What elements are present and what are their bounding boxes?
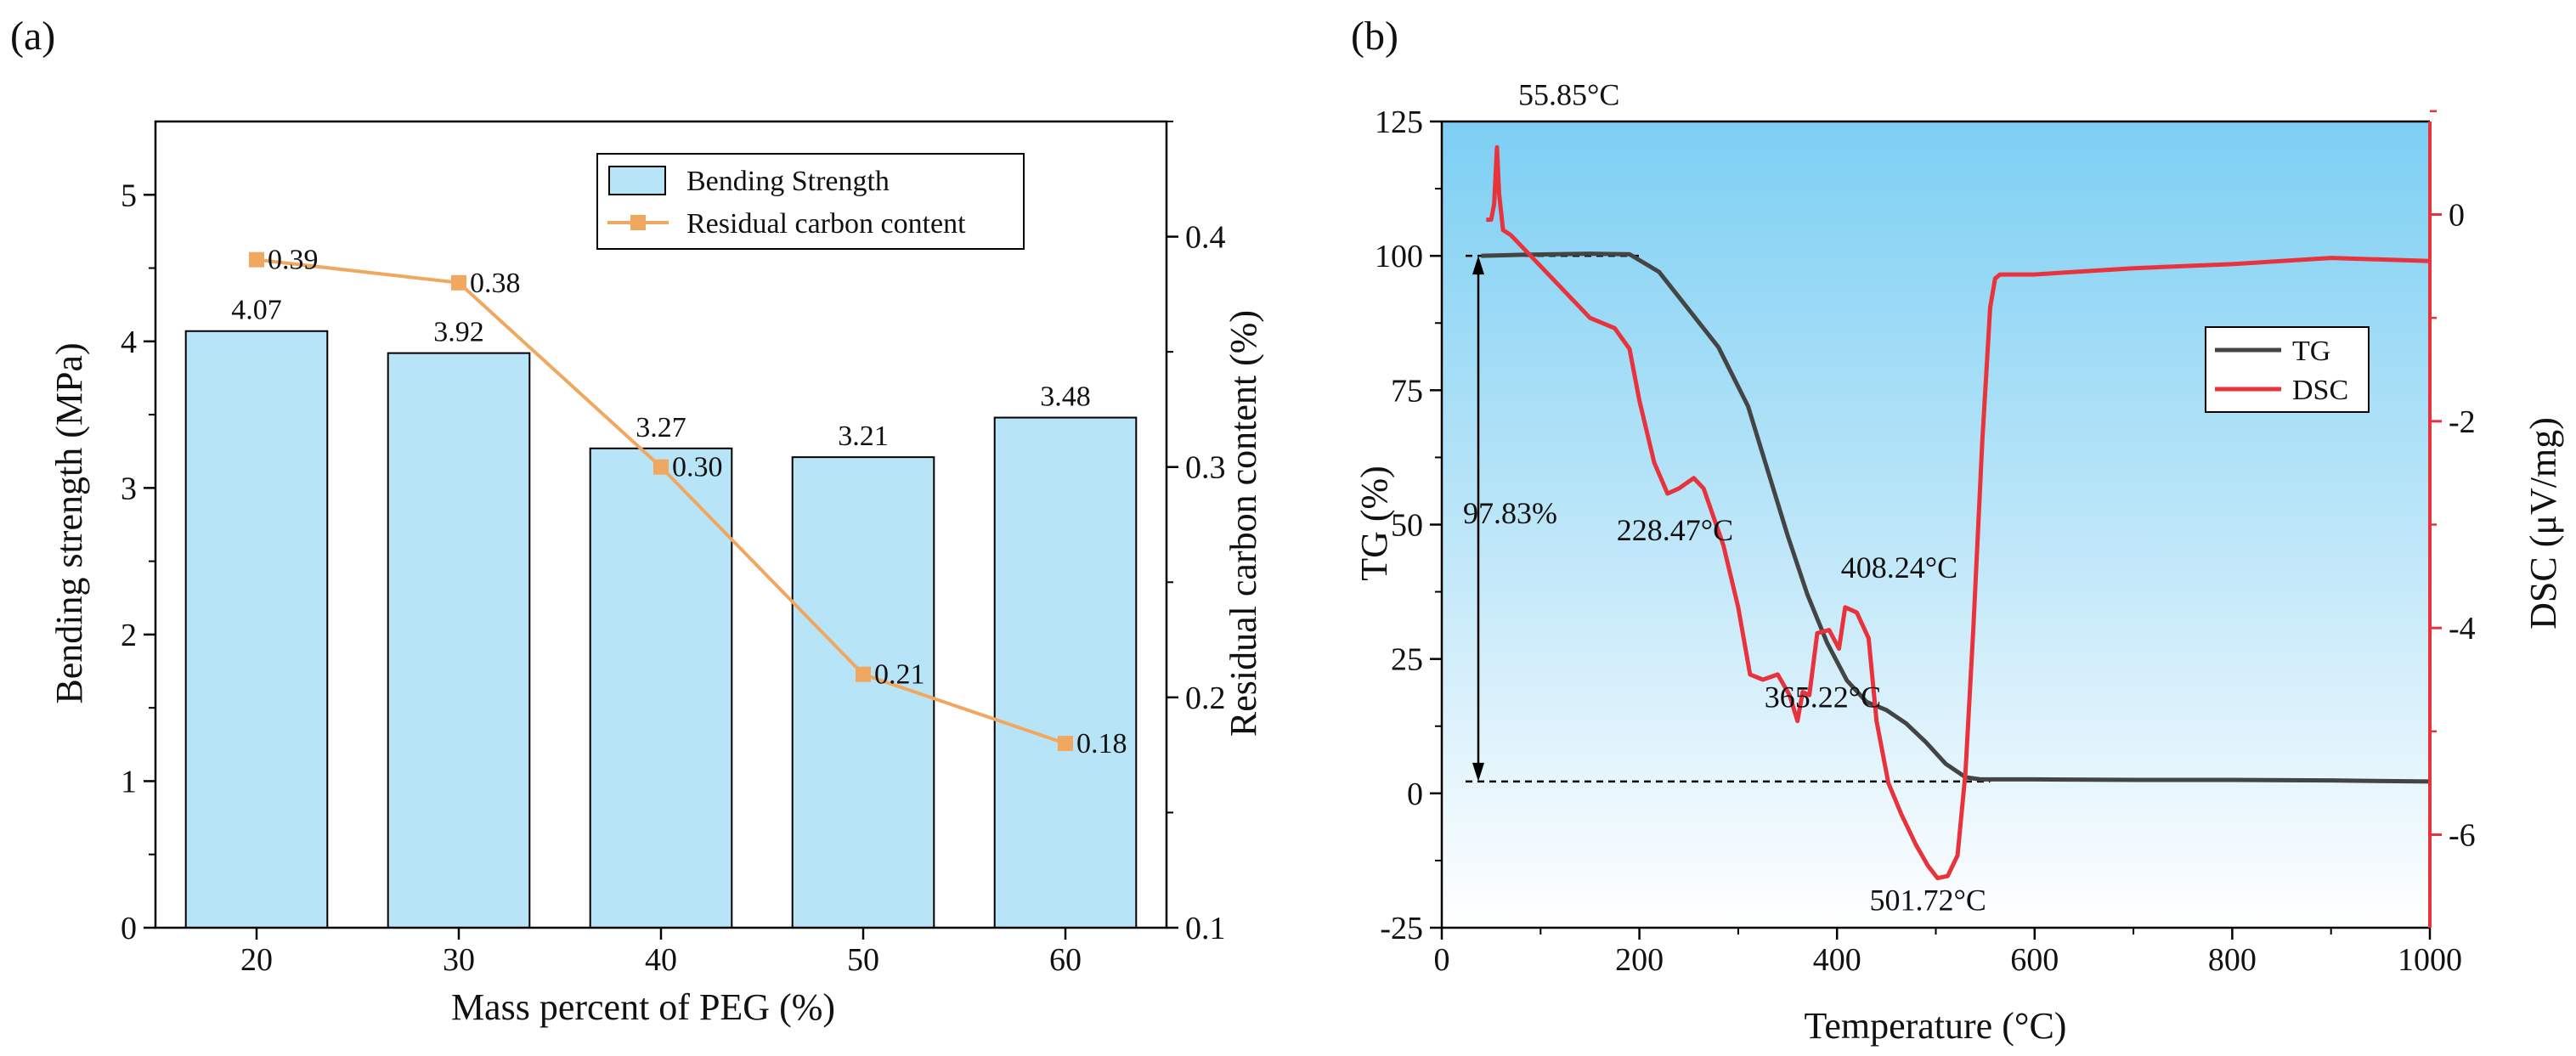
a-x-tick-label: 50 — [847, 942, 879, 978]
b-legend-tg-label: TG — [2292, 336, 2330, 367]
b-plot-background — [1442, 121, 2430, 928]
a-x-tick-label: 60 — [1049, 942, 1082, 978]
dsc-curve — [1486, 144, 2431, 881]
panel-b-label: (b) — [1351, 14, 1398, 59]
bar-value-label: 4.07 — [231, 295, 282, 326]
b-y-tick-label: 100 — [1375, 239, 1423, 274]
a-y-tick-label: 5 — [121, 178, 137, 213]
a-y-tick-label: 3 — [121, 471, 137, 506]
a-y2-tick-label: 0.1 — [1185, 911, 1226, 946]
b-y2-axis-title: DSC (μV/mg) — [2522, 417, 2564, 630]
a-y-tick-label: 0 — [121, 911, 137, 946]
line-value-label: 0.18 — [1076, 728, 1127, 760]
b-y-tick-label: -25 — [1380, 911, 1423, 946]
a-legend-line-marker — [630, 215, 646, 230]
b-legend-dsc-label: DSC — [2292, 375, 2348, 406]
a-x-tick-label: 40 — [645, 942, 677, 978]
line-value-label: 0.38 — [470, 268, 521, 299]
b-x-axis-title: Temperature (°C) — [1805, 1005, 2067, 1047]
bar-bending-strength — [993, 416, 1138, 929]
b-peak-annotation: 365.22°C — [1765, 680, 1881, 714]
b-y-tick-label: 25 — [1391, 642, 1423, 678]
b-peak-annotation: 408.24°C — [1841, 551, 1957, 584]
b-y-tick-label: 75 — [1391, 373, 1423, 409]
a-legend: Bending Strength Residual carbon content — [596, 153, 1025, 250]
a-y-tick-label: 1 — [121, 764, 137, 799]
a-y-tick-label: 4 — [121, 325, 137, 360]
bar-bending-strength — [791, 456, 935, 929]
line-value-label: 0.39 — [268, 245, 319, 276]
residual-carbon-marker — [856, 666, 871, 682]
b-y2-tick-label: 0 — [2449, 198, 2465, 234]
b-mass-loss-label: 97.83% — [1463, 496, 1557, 530]
panel-a-label: (a) — [10, 14, 55, 59]
residual-carbon-marker — [451, 274, 466, 291]
a-legend-bar-swatch — [608, 166, 666, 195]
b-arrow-head-down — [1472, 762, 1484, 782]
a-legend-bar-label: Bending Strength — [686, 166, 890, 197]
b-arrow-head-up — [1472, 256, 1484, 275]
b-y2-tick-label: -2 — [2449, 404, 2476, 440]
b-x-tick-label: 0 — [1434, 942, 1450, 978]
residual-carbon-marker — [653, 459, 669, 475]
b-x-tick-label: 200 — [1615, 942, 1664, 978]
bar-bending-strength — [589, 447, 733, 929]
b-peak-annotation: 501.72°C — [1870, 884, 1986, 918]
residual-carbon-marker — [249, 251, 264, 268]
a-x-axis-title: Mass percent of PEG (%) — [451, 986, 835, 1028]
a-y2-tick-label: 0.2 — [1185, 680, 1226, 716]
b-peak-annotation: 55.85°C — [1518, 77, 1619, 111]
line-value-label: 0.30 — [672, 452, 723, 483]
b-y-tick-label: 50 — [1391, 508, 1423, 544]
bar-bending-strength — [387, 352, 531, 929]
b-y2-tick-label: -6 — [2449, 818, 2476, 854]
b-y-tick-label: 0 — [1407, 776, 1423, 812]
a-y2-axis-title: Residual carbon content (%) — [1223, 310, 1264, 737]
a-legend-line-label: Residual carbon content — [686, 208, 966, 240]
b-y-tick-label: 125 — [1375, 104, 1423, 140]
a-y-axis-title: Bending strength (MPa) — [48, 342, 90, 703]
b-legend: TG DSC — [2205, 326, 2370, 413]
bar-value-label: 3.27 — [636, 412, 686, 443]
b-x-tick-label: 800 — [2208, 942, 2257, 978]
bar-value-label: 3.92 — [433, 317, 484, 348]
b-y2-tick-label: -4 — [2449, 611, 2476, 647]
b-x-tick-label: 1000 — [2398, 942, 2462, 978]
b-peak-annotation: 228.47°C — [1617, 513, 1733, 547]
bar-value-label: 3.21 — [838, 421, 889, 452]
a-x-tick-label: 20 — [240, 942, 273, 978]
tg-curve — [1481, 251, 2431, 784]
bar-bending-strength — [184, 330, 329, 929]
bar-value-label: 3.48 — [1040, 381, 1091, 413]
residual-carbon-marker — [1058, 736, 1073, 752]
line-value-label: 0.21 — [874, 659, 925, 691]
b-x-tick-label: 600 — [2010, 942, 2059, 978]
a-y2-tick-label: 0.3 — [1185, 450, 1226, 486]
a-x-tick-label: 30 — [443, 942, 475, 978]
b-y-axis-title: TG (%) — [1353, 466, 1395, 581]
a-y-tick-label: 2 — [121, 618, 137, 653]
a-y2-tick-label: 0.4 — [1185, 220, 1226, 256]
b-x-tick-label: 400 — [1813, 942, 1861, 978]
